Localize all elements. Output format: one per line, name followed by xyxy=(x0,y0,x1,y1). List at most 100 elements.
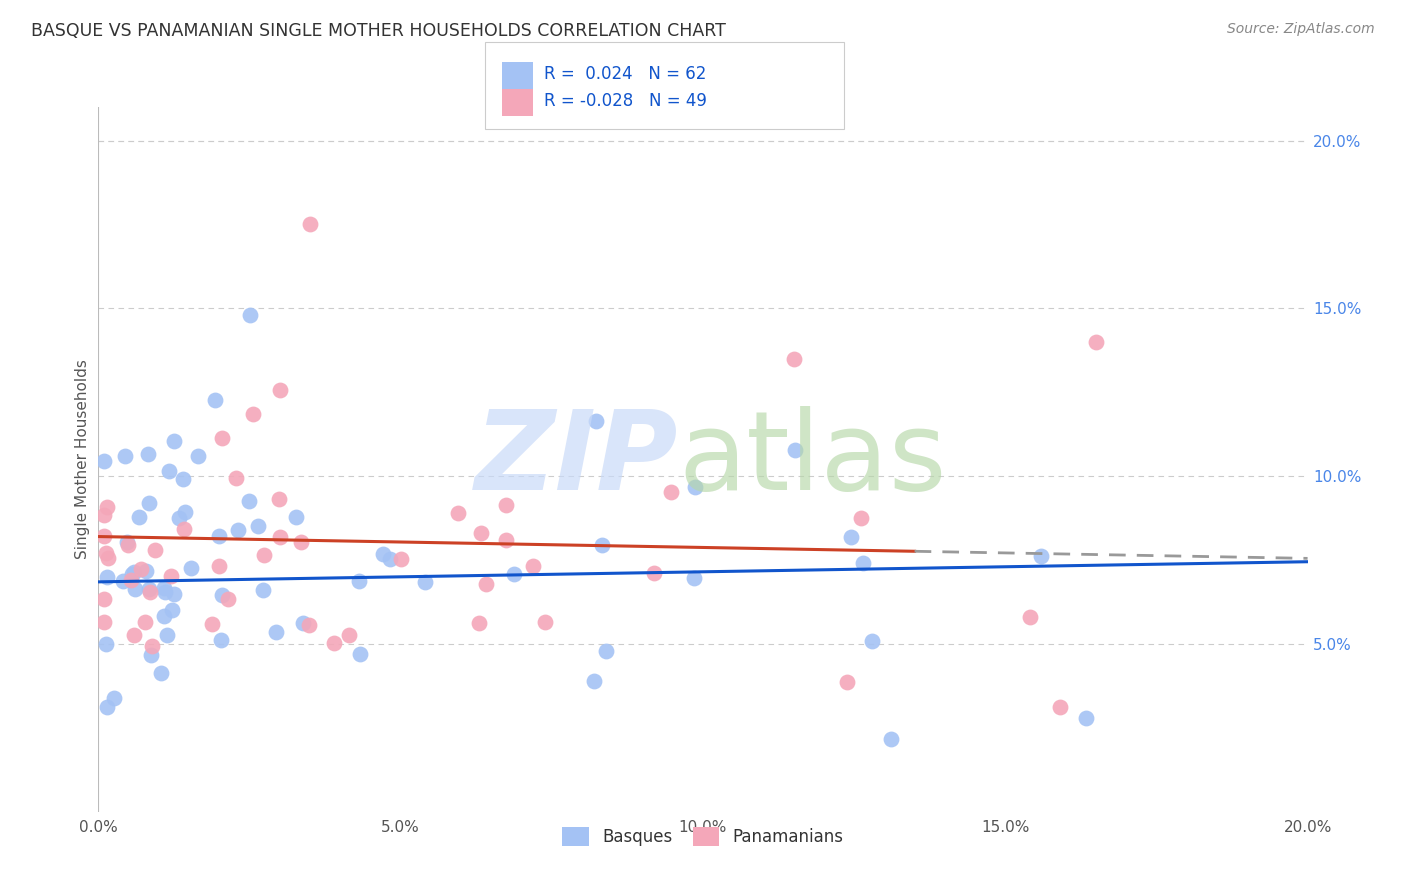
Point xyxy=(157,464,180,478)
Point xyxy=(682,571,704,585)
Point xyxy=(163,434,186,449)
Point xyxy=(269,530,291,544)
Text: R = -0.028   N = 49: R = -0.028 N = 49 xyxy=(544,92,707,110)
Point xyxy=(135,564,157,578)
Point xyxy=(129,562,152,576)
Point xyxy=(207,559,229,574)
Text: BASQUE VS PANAMANIAN SINGLE MOTHER HOUSEHOLDS CORRELATION CHART: BASQUE VS PANAMANIAN SINGLE MOTHER HOUSE… xyxy=(31,22,725,40)
Point xyxy=(172,472,194,486)
Point xyxy=(595,644,617,658)
Point xyxy=(371,547,394,561)
Point xyxy=(97,551,120,566)
Point xyxy=(413,575,436,590)
Point xyxy=(349,647,371,661)
Point xyxy=(93,591,115,606)
Point xyxy=(180,560,202,574)
Point xyxy=(239,308,262,322)
Point xyxy=(522,559,544,574)
Point xyxy=(1085,334,1108,349)
Point xyxy=(141,639,163,653)
Point xyxy=(502,566,524,581)
Point xyxy=(143,543,166,558)
Point xyxy=(134,615,156,629)
Point xyxy=(120,574,142,588)
Point xyxy=(96,500,118,515)
Point xyxy=(839,530,862,544)
Point xyxy=(211,431,233,445)
Point xyxy=(252,582,274,597)
Point xyxy=(139,648,162,662)
Point xyxy=(155,585,177,599)
Point xyxy=(136,447,159,461)
Point xyxy=(93,453,115,467)
Legend: Basques, Panamanians: Basques, Panamanians xyxy=(555,820,851,853)
Point xyxy=(860,634,883,648)
Point xyxy=(783,351,806,366)
Point xyxy=(138,495,160,509)
Point xyxy=(495,533,517,547)
Point xyxy=(783,442,806,457)
Point xyxy=(298,617,321,632)
Point xyxy=(93,615,115,629)
Point xyxy=(173,522,195,536)
Point xyxy=(533,615,555,629)
Text: Source: ZipAtlas.com: Source: ZipAtlas.com xyxy=(1227,22,1375,37)
Point xyxy=(124,582,146,596)
Point xyxy=(153,581,176,595)
Point xyxy=(139,584,162,599)
Point xyxy=(94,637,117,651)
Point xyxy=(290,534,312,549)
Point xyxy=(163,587,186,601)
Point xyxy=(160,603,183,617)
Point xyxy=(378,551,401,566)
Point xyxy=(299,218,322,232)
Point xyxy=(495,498,517,512)
Point xyxy=(683,480,706,494)
Point xyxy=(150,665,173,680)
Point xyxy=(138,582,160,596)
Point xyxy=(475,576,498,591)
Point xyxy=(204,392,226,407)
Point xyxy=(849,511,872,525)
Point xyxy=(160,568,183,582)
Point xyxy=(103,691,125,706)
Point xyxy=(167,511,190,525)
Point xyxy=(115,535,138,549)
Point xyxy=(591,538,613,552)
Point xyxy=(93,529,115,543)
Point xyxy=(1018,609,1040,624)
Point xyxy=(468,616,491,631)
Point xyxy=(217,592,239,607)
Point xyxy=(267,491,290,506)
Point xyxy=(96,700,118,714)
Point xyxy=(122,627,145,641)
Point xyxy=(1031,549,1053,563)
Point xyxy=(447,506,470,520)
Point xyxy=(94,546,117,560)
Point xyxy=(238,493,260,508)
Text: R =  0.024   N = 62: R = 0.024 N = 62 xyxy=(544,65,706,83)
Point xyxy=(117,538,139,552)
Point xyxy=(285,510,308,524)
Point xyxy=(337,628,360,642)
Point xyxy=(225,471,247,485)
Point xyxy=(122,566,145,580)
Point xyxy=(211,588,233,602)
Point xyxy=(208,529,231,543)
Text: atlas: atlas xyxy=(679,406,948,513)
Point xyxy=(582,673,605,688)
Point xyxy=(269,384,291,398)
Point xyxy=(156,628,179,642)
Point xyxy=(349,574,371,588)
Point xyxy=(174,506,197,520)
Point xyxy=(322,636,344,650)
Point xyxy=(253,548,276,562)
Point xyxy=(585,414,607,428)
Point xyxy=(1074,711,1097,725)
Point xyxy=(1049,700,1071,714)
Point xyxy=(389,552,412,566)
Point xyxy=(96,569,118,583)
Point xyxy=(292,615,315,630)
Point xyxy=(880,731,903,746)
Point xyxy=(121,567,143,582)
